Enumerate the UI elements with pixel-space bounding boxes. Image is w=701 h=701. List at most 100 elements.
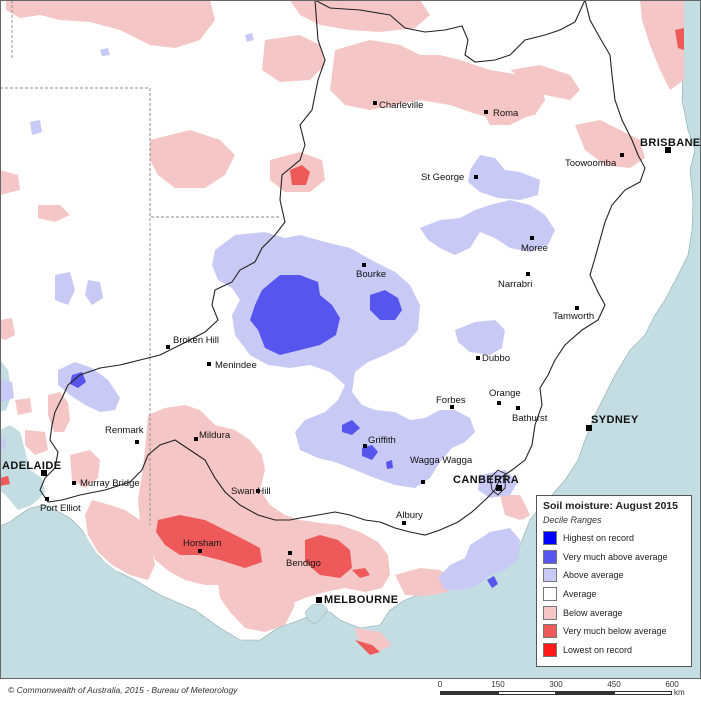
very-much-above-average-areas (70, 275, 498, 588)
city-label-horsham: Horsham (183, 538, 222, 549)
very-much-below-average-areas (0, 28, 684, 655)
scale-tick-label: 600 (665, 680, 679, 689)
city-label-roma: Roma (493, 108, 519, 119)
city-label-bourke: Bourke (356, 269, 386, 280)
city-marker-toowoomba (620, 153, 624, 157)
city-marker-dubbo (476, 356, 480, 360)
act-boundary (489, 469, 507, 496)
gulf-st-vincent (0, 425, 45, 510)
city-label-broken-hill: Broken Hill (173, 335, 219, 346)
city-marker-sydney (586, 425, 592, 431)
city-marker-mildura (194, 437, 198, 441)
scale-segment (614, 691, 672, 695)
city-label-adelaide: ADELAIDE (2, 460, 61, 472)
city-labels: Charleville Roma BRISBANE Toowoomba St G… (2, 100, 701, 606)
copyright-notice: © Commonwealth of Australia, 2015 - Bure… (8, 685, 238, 695)
city-label-narrabri: Narrabri (498, 279, 532, 290)
city-label-dubbo: Dubbo (482, 353, 510, 364)
scale-tick-label: 450 (607, 680, 621, 689)
city-label-tamworth: Tamworth (553, 311, 594, 322)
city-marker-moree (530, 236, 534, 240)
legend-swatch (543, 531, 557, 546)
city-label-brisbane: BRISBANE (640, 137, 701, 149)
city-marker-menindee (207, 362, 211, 366)
legend-label: Above average (563, 570, 624, 581)
legend-swatch (543, 568, 557, 583)
legend-swatch (543, 587, 557, 602)
legend-item: Below average (543, 603, 685, 622)
legend-item: Very much below average (543, 622, 685, 641)
city-marker-murray-bridge (72, 481, 76, 485)
city-label-bendigo: Bendigo (286, 558, 321, 569)
city-marker-griffith (363, 444, 367, 448)
basin-boundary-west (314, 0, 586, 63)
city-label-port-elliot: Port Elliot (40, 503, 81, 514)
legend-swatch (543, 549, 557, 564)
legend-label: Lowest on record (563, 644, 633, 655)
legend-label: Very much above average (563, 551, 668, 562)
city-markers (41, 101, 671, 603)
city-label-orange: Orange (489, 388, 521, 399)
city-label-wagga-wagga: Wagga Wagga (410, 455, 473, 466)
city-label-bathurst: Bathurst (512, 413, 548, 424)
city-marker-wagga-wagga (421, 480, 425, 484)
scale-tick-label: 0 (437, 680, 443, 689)
city-marker-narrabri (526, 272, 530, 276)
city-label-mildura: Mildura (199, 430, 231, 441)
city-label-moree: Moree (521, 243, 548, 254)
port-phillip-bay (304, 603, 329, 625)
city-label-murray-bridge: Murray Bridge (80, 478, 140, 489)
city-marker-renmark (135, 440, 139, 444)
city-label-menindee: Menindee (215, 360, 257, 371)
legend-swatch (543, 605, 557, 620)
city-marker-bendigo (288, 551, 292, 555)
legend-label: Below average (563, 607, 623, 618)
city-marker-st-george (474, 175, 478, 179)
legend-item: Average (543, 585, 685, 604)
city-label-renmark: Renmark (105, 425, 144, 436)
legend-label: Average (563, 589, 597, 600)
city-marker-charleville (373, 101, 377, 105)
city-label-forbes: Forbes (436, 395, 466, 406)
city-marker-swan-hill (256, 489, 260, 493)
legend-title: Soil moisture: August 2015 (543, 500, 678, 512)
legend-swatch (543, 642, 557, 657)
basin-boundary (39, 0, 646, 536)
state-boundaries (0, 0, 280, 525)
city-label-swan-hill: Swan Hill (231, 486, 271, 497)
city-label-canberra: CANBERRA (453, 474, 519, 486)
city-marker-brisbane (665, 147, 671, 153)
legend-item: Very much above average (543, 548, 685, 567)
city-marker-adelaide (41, 470, 47, 476)
scale-unit: km (674, 688, 685, 697)
city-marker-roma (484, 110, 488, 114)
city-marker-port-elliot (45, 497, 49, 501)
legend-item: Lowest on record (543, 641, 685, 660)
legend-swatch (543, 624, 557, 639)
legend-rows: Highest on record Very much above average… (543, 529, 685, 659)
city-label-charleville: Charleville (379, 100, 423, 111)
city-label-albury: Albury (396, 510, 423, 521)
city-label-melbourne: MELBOURNE (324, 594, 399, 606)
city-marker-albury (402, 521, 406, 525)
city-label-toowoomba: Toowoomba (565, 158, 617, 169)
city-marker-canberra (496, 485, 502, 491)
city-marker-melbourne (316, 597, 322, 603)
city-marker-forbes (450, 405, 454, 409)
city-marker-horsham (198, 549, 202, 553)
legend-item: Highest on record (543, 529, 685, 548)
city-label-sydney: SYDNEY (591, 414, 639, 426)
city-marker-broken-hill (166, 345, 170, 349)
scale-segment (440, 691, 498, 695)
scale-tick-label: 300 (549, 680, 563, 689)
city-marker-tamworth (575, 306, 579, 310)
scale-segment (556, 691, 614, 695)
legend-subtitle: Decile Ranges (543, 515, 602, 525)
city-marker-orange (497, 401, 501, 405)
footer-band (0, 679, 701, 701)
city-label-broken-hill-text: Broken Hill (173, 335, 219, 346)
scale-segment (498, 691, 556, 695)
city-label-griffith: Griffith (368, 435, 396, 446)
scale-bar: 0 150 300 450 600 km (436, 680, 686, 698)
